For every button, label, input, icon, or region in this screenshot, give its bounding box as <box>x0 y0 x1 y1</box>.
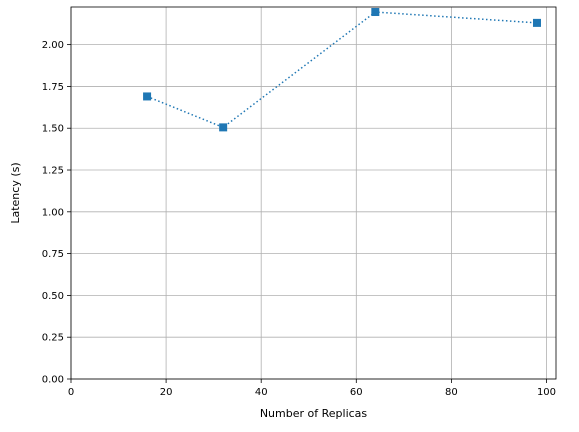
y-tick-label: 0.50 <box>42 291 64 302</box>
series-layer <box>143 8 541 132</box>
data-point <box>143 92 152 101</box>
data-point <box>371 8 380 17</box>
data-point <box>219 123 228 132</box>
y-axis: 0.00 0.25 0.50 0.75 1.00 1.25 1.50 1.75 2.00 <box>42 40 71 386</box>
x-axis: 0 20 40 60 80 100 <box>68 379 556 398</box>
grid <box>70 7 556 380</box>
x-tick-label: 40 <box>255 387 268 398</box>
x-tick-label: 60 <box>350 387 363 398</box>
x-tick-label: 20 <box>160 387 173 398</box>
y-axis-label: Latency (s) <box>9 162 22 223</box>
y-tick-label: 2.00 <box>42 40 64 51</box>
data-point <box>532 18 541 27</box>
y-tick-label: 0.00 <box>42 375 64 386</box>
y-tick-label: 1.25 <box>42 166 64 177</box>
x-tick-label: 0 <box>68 387 74 398</box>
y-tick-label: 1.75 <box>42 82 64 93</box>
y-tick-label: 1.00 <box>42 207 64 218</box>
x-axis-label: Number of Replicas <box>260 407 368 420</box>
x-tick-label: 80 <box>445 387 458 398</box>
x-tick-label: 100 <box>537 387 556 398</box>
plot-frame <box>70 6 557 380</box>
y-tick-label: 0.25 <box>42 333 64 344</box>
y-tick-label: 0.75 <box>42 249 64 260</box>
y-tick-label: 1.50 <box>42 124 64 135</box>
series-line <box>146 11 538 129</box>
